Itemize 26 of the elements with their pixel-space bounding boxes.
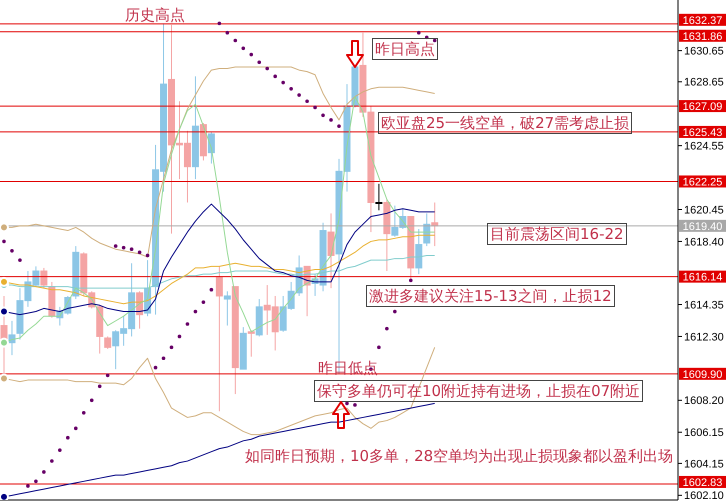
y-tick-label: 1624.55 xyxy=(684,140,724,153)
annotation: 昨日高点 xyxy=(372,38,438,60)
y-tick-label: 1602.10 xyxy=(684,490,724,502)
ref-line-label: 1627.09 xyxy=(682,101,722,114)
annotation: 目前震荡区间16-22 xyxy=(487,223,627,245)
ref-line-label: 1609.90 xyxy=(682,368,722,381)
ref-line-label: 1619.40 xyxy=(682,220,722,233)
y-tick-label: 1618.40 xyxy=(684,236,724,248)
annotation: 激进多建议关注15-13之间，止损12 xyxy=(366,285,615,307)
y-tick-label: 1612.30 xyxy=(684,331,724,344)
y-tick-label: 1604.15 xyxy=(684,458,724,470)
y-tick-label: 1630.65 xyxy=(684,46,724,58)
y-tick-label: 1614.35 xyxy=(684,299,724,312)
ref-line-label: 1632.37 xyxy=(682,14,722,27)
ref-line-label: 1602.83 xyxy=(682,476,722,489)
y-tick-label: 1620.45 xyxy=(684,204,724,216)
ref-line-label: 1625.43 xyxy=(682,126,722,139)
annotation: 欧亚盘25一线空单，破27需考虑止损 xyxy=(378,112,632,134)
y-tick-label: 1606.15 xyxy=(684,427,724,440)
y-tick-label: 1608.20 xyxy=(684,395,724,408)
annotation: 如同昨日预期，10多单，28空单均为出现止损现象都以盈利出场 xyxy=(244,446,674,466)
ref-line-label: 1616.14 xyxy=(682,272,722,284)
annotation: 历史高点 xyxy=(124,5,186,25)
ref-line-label: 1622.25 xyxy=(682,176,722,188)
y-tick-label: 1628.65 xyxy=(684,76,724,89)
ref-line-label: 1631.86 xyxy=(682,30,722,43)
